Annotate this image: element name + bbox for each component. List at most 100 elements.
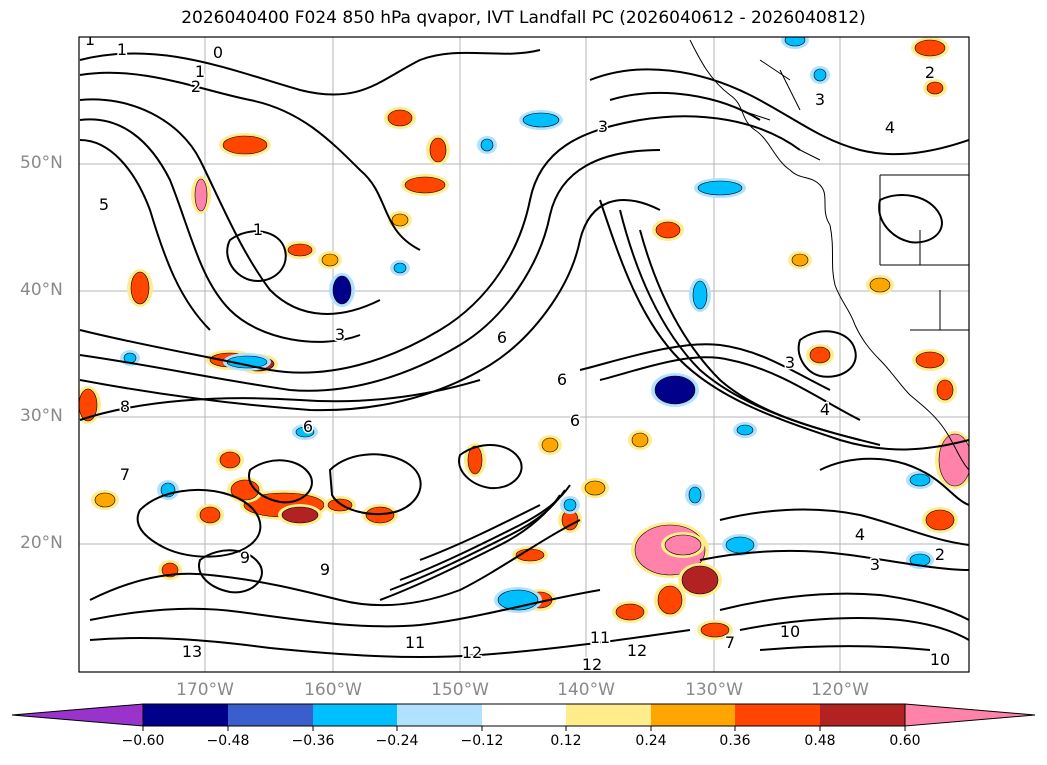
qvapor-cell — [387, 109, 413, 127]
contour-label: 8 — [120, 397, 130, 416]
contour-label: 0 — [213, 43, 223, 62]
qvapor-cell — [429, 137, 447, 163]
qvapor-cell — [584, 480, 606, 496]
contour-label: 6 — [303, 417, 313, 436]
contour-label: 1 — [195, 62, 205, 81]
contour-label: 1 — [117, 40, 127, 59]
qvapor-cell — [467, 445, 483, 475]
qvapor-cell — [194, 178, 208, 212]
colorbar-tick-label: 0.24 — [635, 733, 667, 749]
colorbar-tick-label: −0.36 — [291, 733, 335, 749]
qvapor-cell — [332, 275, 352, 305]
contour-label: 3 — [785, 353, 795, 372]
ivt-contour — [458, 443, 523, 490]
qvapor-cell — [914, 39, 946, 57]
qvapor-cell — [295, 426, 315, 438]
contour-label: 3 — [335, 325, 345, 344]
qvapor-cell — [287, 243, 313, 257]
qvapor-cell — [654, 375, 696, 405]
map-frame — [78, 36, 970, 673]
qvapor-cell — [784, 37, 806, 47]
contour-label: 12 — [462, 643, 482, 662]
lon-label: 130°W — [685, 680, 743, 700]
contour-label: 11 — [590, 628, 610, 647]
contour-label: 4 — [820, 400, 830, 419]
ivt-contour — [248, 459, 313, 504]
ivt-contour — [389, 489, 566, 591]
qvapor-cell — [219, 451, 241, 469]
contour-label: 1 — [253, 220, 263, 239]
colorbar-segment — [313, 704, 397, 726]
qvapor-cell — [936, 379, 954, 401]
qvapor-cell — [809, 346, 831, 364]
ivt-contour — [878, 194, 943, 244]
qvapor-cell — [813, 68, 827, 82]
qvapor-cell — [631, 432, 649, 448]
qvapor-cell — [909, 473, 931, 487]
ivt-contour — [699, 549, 969, 571]
colorbar-tick-label: 0.60 — [889, 733, 921, 749]
colorbar-segment — [143, 704, 228, 726]
ivt-contour — [79, 199, 661, 412]
qvapor-cell — [222, 135, 268, 155]
colorbar-segment — [228, 704, 313, 726]
qvapor-cell — [94, 492, 116, 508]
contour-label: 2 — [191, 77, 201, 96]
contour-label: 10 — [780, 622, 800, 641]
contour-label: 1 — [85, 30, 95, 49]
qvapor-cell — [725, 536, 755, 554]
contour-label: 3 — [815, 90, 825, 109]
colorbar — [11, 703, 1036, 731]
lon-label: 150°W — [431, 680, 489, 700]
qvapor-cell — [541, 437, 559, 453]
lat-label: 40°N — [20, 280, 63, 300]
colorbar-tick-label: −0.60 — [121, 733, 165, 749]
colorbar-extend-high — [904, 703, 1036, 727]
contour-label: 3 — [598, 117, 608, 136]
ivt-contour — [79, 139, 211, 331]
ivt-contour — [739, 617, 969, 641]
contour-label: 7 — [725, 633, 735, 652]
lon-label: 140°W — [557, 680, 615, 700]
contour-label: 9 — [320, 560, 330, 579]
ivt-contour — [89, 589, 601, 628]
contour-label: 11 — [405, 633, 425, 652]
lon-label: 120°W — [811, 680, 869, 700]
qvapor-cell — [199, 506, 221, 524]
colorbar-tick-label: −0.12 — [460, 733, 504, 749]
contour-label: 3 — [870, 555, 880, 574]
ivt-contour — [797, 330, 857, 378]
ivt-contour — [89, 519, 581, 607]
contour-label: 12 — [582, 655, 602, 674]
colorbar-segment — [482, 704, 566, 726]
ivt-contour — [639, 229, 881, 446]
ivt-contour — [79, 149, 661, 392]
contour-label: 13 — [182, 642, 202, 661]
qvapor-cell — [692, 280, 708, 310]
colorbar-tick-label: 0.48 — [804, 733, 836, 749]
qvapor-cell — [480, 138, 494, 152]
ivt-contour — [136, 489, 262, 558]
contour-label: 4 — [885, 118, 895, 137]
lat-label: 20°N — [20, 533, 63, 553]
contour-label: 7 — [120, 465, 130, 484]
qvapor-cell — [697, 180, 743, 196]
contour-label: 5 — [99, 195, 109, 214]
lat-label: 50°N — [20, 153, 63, 173]
qvapor-cell — [869, 277, 891, 293]
coastline — [689, 39, 969, 471]
qvapor-cell — [563, 498, 577, 512]
qvapor-cell — [938, 433, 969, 487]
colorbar-tick-label: −0.24 — [375, 733, 419, 749]
contour-label: 9 — [240, 548, 250, 567]
colorbar-segment — [397, 704, 482, 726]
ivt-contour — [579, 343, 831, 391]
colorbar-segment — [735, 704, 820, 726]
qvapor-cell — [130, 271, 150, 305]
lon-label: 160°W — [304, 680, 362, 700]
ivt-contour — [819, 457, 969, 506]
ivt-contour — [89, 629, 691, 659]
qvapor-cell — [393, 262, 407, 274]
contour-label: 6 — [497, 328, 507, 347]
